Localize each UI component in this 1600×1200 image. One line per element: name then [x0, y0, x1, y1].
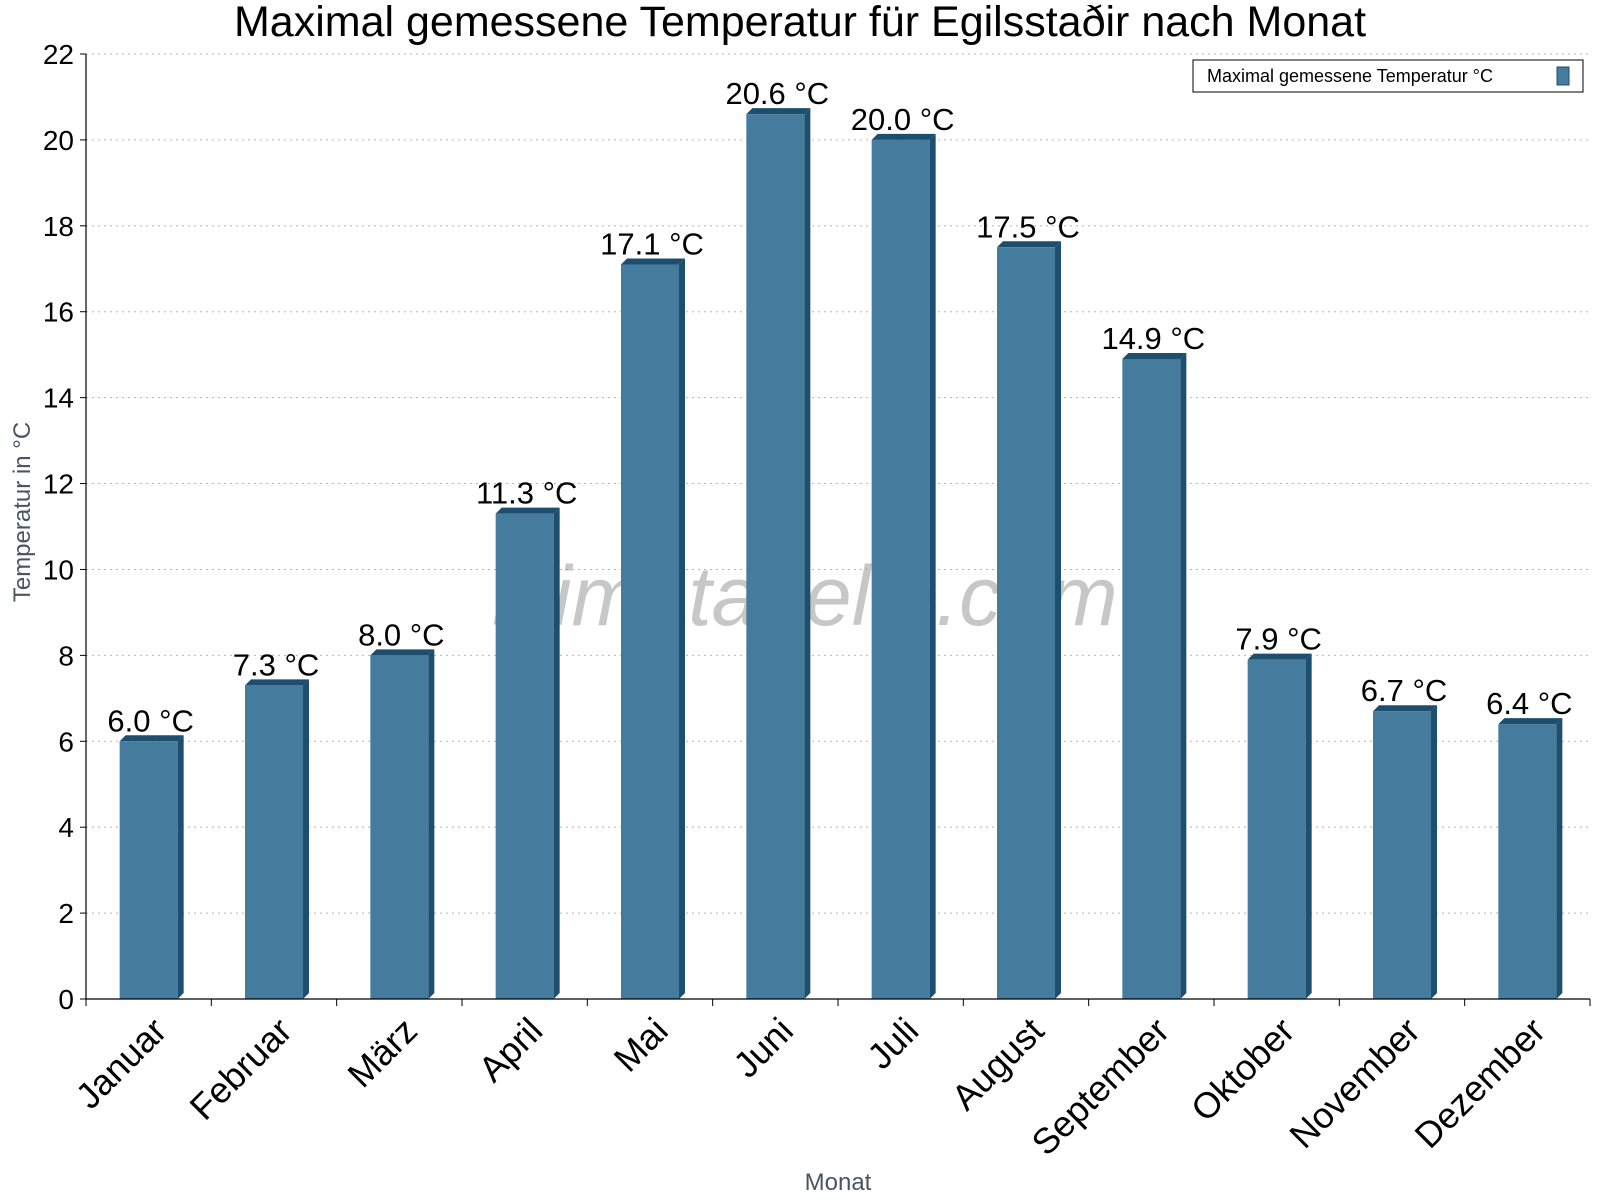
- bar-top: [871, 133, 936, 140]
- bar-front: [997, 247, 1055, 999]
- bar-top: [1122, 352, 1187, 359]
- bar-11: [1498, 718, 1563, 999]
- x-tick-label: September: [1023, 1010, 1177, 1164]
- data-label: 6.4 °C: [1486, 686, 1573, 721]
- y-tick-label: 6: [58, 726, 74, 757]
- bar-9: [1247, 653, 1312, 999]
- x-tick-label: Februar: [182, 1010, 300, 1128]
- y-tick-label: 14: [43, 383, 74, 414]
- bar-top: [370, 649, 435, 656]
- x-tick-label: Dezember: [1407, 1010, 1553, 1156]
- y-tick-label: 12: [43, 469, 74, 500]
- bar-8: [1122, 352, 1187, 999]
- bar-top: [1373, 705, 1437, 712]
- bar-top: [997, 241, 1061, 248]
- axes: [85, 54, 1591, 1006]
- bar-top: [1247, 653, 1312, 660]
- bar-side: [428, 649, 435, 999]
- bar-front: [871, 139, 930, 1000]
- y-tick-label: 16: [43, 297, 74, 328]
- bar-front: [495, 513, 554, 999]
- bar-1: [245, 679, 309, 999]
- bar-top: [119, 735, 184, 742]
- data-label: 20.0 °C: [851, 102, 955, 137]
- bar-side: [804, 108, 811, 1000]
- data-label: 17.1 °C: [600, 226, 704, 261]
- x-axis-title: Monat: [805, 1169, 872, 1196]
- bar-5: [746, 108, 811, 1000]
- x-tick-label: Juni: [725, 1010, 801, 1086]
- bar-side: [1431, 705, 1437, 999]
- gridlines: [86, 53, 1590, 914]
- legend-swatch: [1556, 66, 1570, 86]
- data-label: 8.0 °C: [358, 617, 445, 652]
- bar-0: [119, 735, 184, 999]
- y-tick-label: 0: [58, 984, 74, 1015]
- bar-front: [245, 685, 303, 999]
- bar-front: [370, 655, 429, 999]
- y-tick-labels: 0 2 4 6 8 10 12 14 16 18 20 22: [43, 39, 86, 1015]
- legend: Maximal gemessene Temperatur °C: [1192, 59, 1584, 93]
- bar-side: [1305, 653, 1312, 999]
- bar-front: [1247, 659, 1306, 999]
- y-tick-label: 20: [43, 125, 74, 156]
- y-tick-label: 10: [43, 554, 74, 585]
- bar-side: [1055, 241, 1061, 999]
- data-label: 6.0 °C: [107, 703, 194, 738]
- x-tick-labels: Januar Februar März April Mai Juni Juli AugustS…: [67, 1010, 1553, 1164]
- bar-top: [621, 258, 685, 265]
- bar-10: [1373, 705, 1437, 999]
- data-label: 11.3 °C: [476, 476, 577, 511]
- bar-front: [119, 741, 178, 999]
- data-label: 20.6 °C: [725, 76, 829, 111]
- legend-label: Maximal gemessene Temperatur °C: [1207, 66, 1493, 86]
- x-tick-label: Oktober: [1183, 1010, 1303, 1130]
- y-tick-label: 8: [58, 640, 74, 671]
- y-tick-label: 2: [58, 898, 74, 929]
- bar-front: [1498, 724, 1557, 999]
- x-tick-label: Mai: [606, 1010, 676, 1080]
- y-tick-label: 22: [43, 39, 74, 70]
- data-label: 17.5 °C: [976, 209, 1080, 244]
- data-labels: 6.0 °C 7.3 °C 8.0 °C 11.3 °C 17.1 °C 20.6 °C 2…: [107, 76, 1572, 738]
- bar-front: [1122, 358, 1181, 999]
- bar-front: [746, 114, 805, 1000]
- x-tick-label: März: [339, 1010, 425, 1096]
- data-label: 7.3 °C: [233, 647, 320, 682]
- y-tick-label: 18: [43, 211, 74, 242]
- bar-2: [370, 649, 435, 999]
- bars: [119, 108, 1563, 1000]
- bar-front: [621, 264, 679, 999]
- x-tick-label: April: [470, 1010, 550, 1090]
- bar-side: [1180, 352, 1187, 999]
- bar-4: [621, 258, 685, 999]
- y-tick-label: 4: [58, 812, 74, 843]
- bar-side: [679, 258, 685, 999]
- bar-side: [929, 133, 936, 1000]
- bar-6: [871, 133, 936, 1000]
- bar-top: [245, 679, 309, 686]
- bar-side: [177, 735, 184, 999]
- y-axis-title: Temperatur in °C: [9, 422, 36, 602]
- data-label: 6.7 °C: [1361, 673, 1448, 708]
- bar-3: [495, 507, 560, 999]
- x-tick-label: Juli: [859, 1010, 926, 1077]
- bar-side: [1556, 718, 1563, 999]
- bar-7: [997, 241, 1061, 999]
- bar-top: [1498, 718, 1563, 725]
- bar-side: [303, 679, 309, 999]
- x-tick-label: August: [943, 1010, 1051, 1118]
- bar-top: [495, 507, 560, 514]
- chart-title: Maximal gemessene Temperatur für Egilsst…: [234, 0, 1366, 46]
- legend-box: [1192, 59, 1584, 93]
- x-tick-label: November: [1281, 1010, 1427, 1156]
- data-label: 14.9 °C: [1101, 321, 1205, 356]
- bar-top: [746, 108, 811, 115]
- bar-side: [553, 507, 560, 999]
- x-tick-label: Januar: [67, 1010, 174, 1117]
- bar-front: [1373, 711, 1431, 999]
- data-label: 7.9 °C: [1235, 622, 1322, 657]
